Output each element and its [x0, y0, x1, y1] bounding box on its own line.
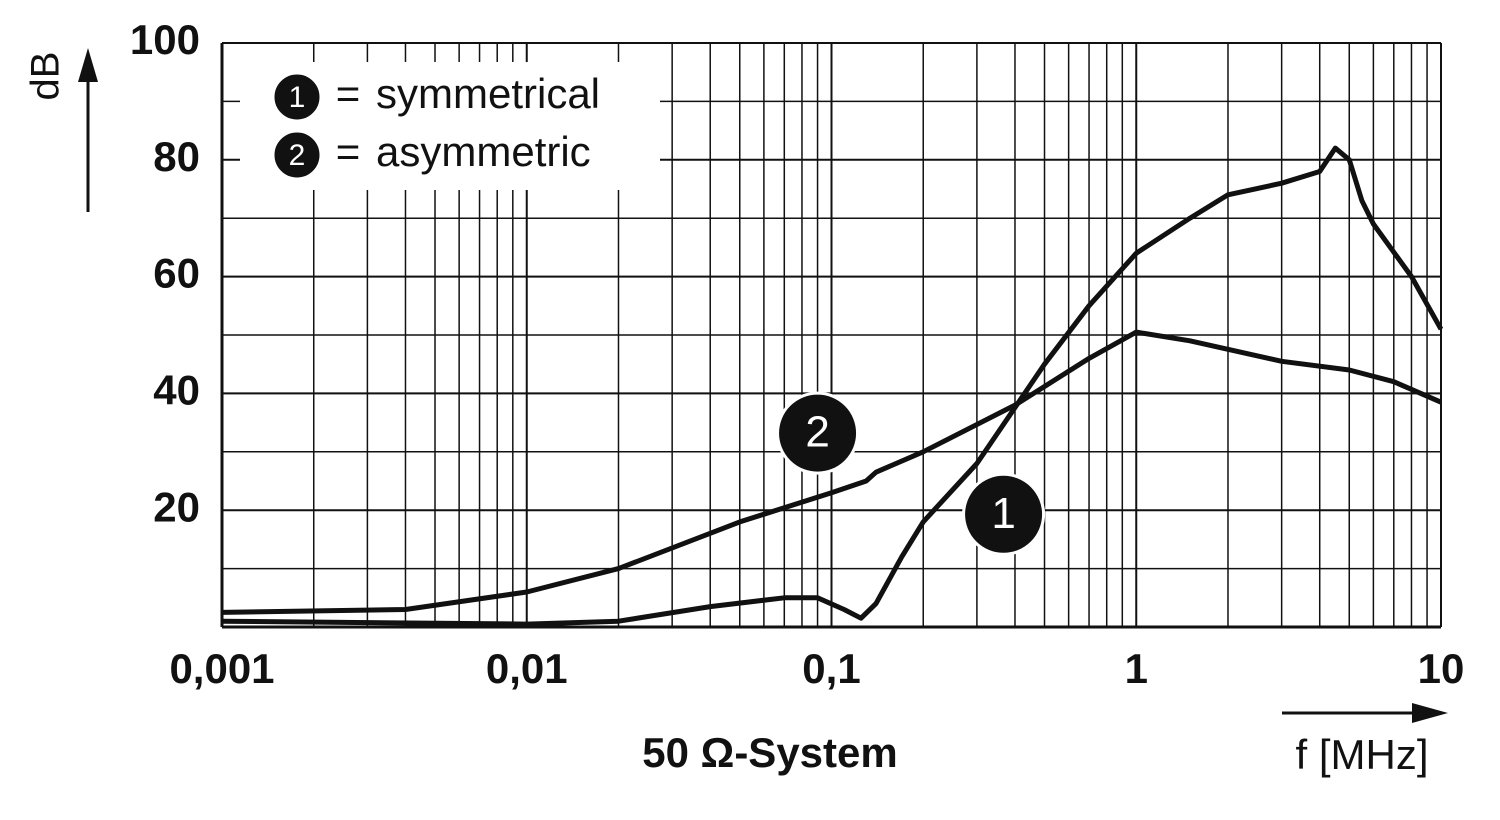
marker-label: 1 — [289, 81, 306, 114]
y-tick-label: 40 — [153, 366, 200, 413]
y-tick-label: 20 — [153, 483, 200, 530]
x-axis-label: f [MHz] — [1296, 731, 1429, 778]
marker-label: 1 — [991, 489, 1015, 538]
y-axis-arrowhead — [78, 48, 98, 82]
legend-separator: = — [336, 70, 361, 117]
x-tick-label: 1 — [1125, 645, 1148, 692]
caption: 50 Ω-System — [642, 729, 897, 776]
marker-label: 2 — [289, 139, 306, 172]
legend-label: symmetrical — [376, 70, 600, 117]
marker-circle — [271, 129, 323, 181]
legend-separator: = — [336, 128, 361, 175]
x-tick-label: 10 — [1418, 645, 1465, 692]
marker-circle — [776, 391, 860, 475]
y-tick-label: 100 — [130, 16, 200, 63]
line-series — [221, 329, 1442, 615]
marker-label: 2 — [805, 408, 829, 457]
annotation: 2 — [776, 391, 860, 475]
x-axis-arrowhead — [1412, 703, 1448, 723]
x-tick-label: 0,1 — [802, 645, 860, 692]
legend-label: asymmetric — [376, 128, 591, 175]
y-axis-label: dB — [24, 52, 68, 101]
x-tick-label: 0,01 — [486, 645, 568, 692]
legend: 1 = symmetrical 2 = asymmetric — [240, 62, 660, 190]
y-tick-label: 60 — [153, 250, 200, 297]
y-tick-label: 80 — [153, 133, 200, 180]
line-series — [221, 145, 1444, 627]
marker-circle — [271, 71, 323, 123]
annotation: 1 — [962, 472, 1046, 556]
marker-circle — [962, 472, 1046, 556]
x-tick-label: 0,001 — [169, 645, 274, 692]
